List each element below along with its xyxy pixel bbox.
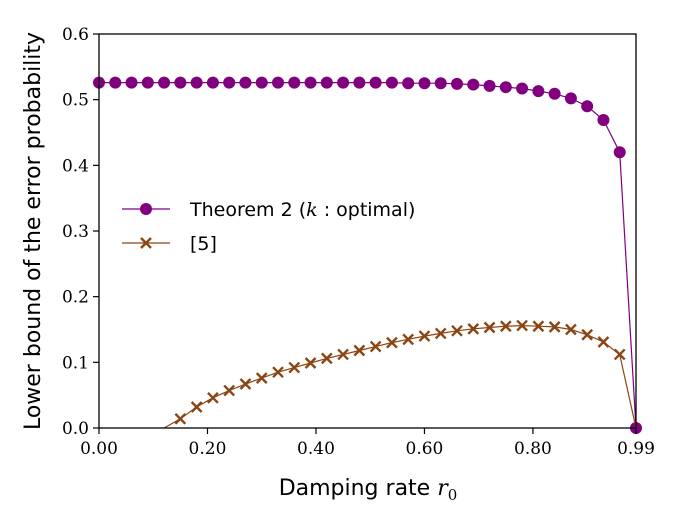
x-axis-label-sub: 0 xyxy=(448,486,458,504)
y-tick-label: 0.6 xyxy=(62,25,89,45)
data-point xyxy=(272,366,284,379)
data-point xyxy=(385,76,398,89)
data-point xyxy=(125,76,138,89)
x-tick-label: 0.00 xyxy=(80,439,118,459)
data-point xyxy=(337,348,349,361)
data-point xyxy=(288,361,301,374)
legend-label-ref5: [5] xyxy=(190,233,217,255)
series-layer xyxy=(93,76,642,434)
data-point xyxy=(337,76,350,89)
data-point xyxy=(320,76,333,89)
legend-label-theorem2-var: k xyxy=(306,199,318,221)
data-point xyxy=(483,321,496,334)
series-line-0 xyxy=(99,81,637,429)
data-point xyxy=(565,323,577,336)
data-point xyxy=(434,77,447,90)
y-tick-label: 0.5 xyxy=(62,91,89,111)
x-axis-label-text: Damping rate xyxy=(279,476,431,501)
x-tick-label: 0.80 xyxy=(514,439,552,459)
data-point xyxy=(239,76,252,89)
data-point xyxy=(402,77,415,90)
data-point xyxy=(451,77,463,90)
data-point xyxy=(190,76,203,89)
data-point xyxy=(548,87,561,100)
ticks-layer: 0.00 0.20 0.40 0.60 0.80 0.99 0.0 0.1 0.2 0.3 0.4 0… xyxy=(62,25,655,459)
data-point xyxy=(386,336,398,349)
data-point xyxy=(174,412,187,425)
series-line-1 xyxy=(163,324,637,429)
y-tick-label: 0.3 xyxy=(62,222,89,242)
data-point xyxy=(109,76,122,89)
x-tick-label: 0.20 xyxy=(189,439,227,459)
x-tick-label: 0.60 xyxy=(406,439,444,459)
x-tick-label: 0.40 xyxy=(297,439,335,459)
data-point xyxy=(597,114,610,127)
data-point xyxy=(402,333,415,346)
data-point xyxy=(483,79,496,92)
data-point xyxy=(304,76,317,89)
legend-marker-theorem2 xyxy=(140,203,152,215)
data-point xyxy=(613,146,626,159)
data-point xyxy=(516,82,529,95)
data-point xyxy=(288,76,301,89)
data-point xyxy=(272,76,284,89)
y-tick-label: 0.2 xyxy=(62,288,89,308)
y-tick-label: 0.1 xyxy=(62,353,89,373)
data-point xyxy=(369,340,382,353)
data-point xyxy=(548,321,561,333)
y-axis-label: Lower bound of the error probability xyxy=(21,32,46,430)
y-tick-label: 0.0 xyxy=(62,419,89,439)
data-point xyxy=(434,327,447,340)
data-point xyxy=(532,85,545,98)
data-point xyxy=(499,81,512,94)
x-tick-label: 0.99 xyxy=(617,439,655,459)
data-point xyxy=(369,76,382,89)
data-point xyxy=(353,76,366,89)
data-point xyxy=(223,76,236,89)
data-point xyxy=(207,391,219,404)
data-point xyxy=(158,76,171,89)
data-point xyxy=(451,324,463,337)
legend: Theorem 2 (k : optimal) [5] xyxy=(122,199,415,255)
data-point xyxy=(581,328,594,341)
data-point xyxy=(255,372,268,384)
data-point xyxy=(467,78,480,91)
x-axis-label-var: r xyxy=(437,476,449,501)
data-point xyxy=(320,352,333,365)
data-point xyxy=(418,77,431,90)
legend-label-theorem2: Theorem 2 (k : optimal) xyxy=(189,199,415,221)
data-point xyxy=(206,76,219,89)
data-point xyxy=(141,76,154,89)
legend-label-theorem2-prefix: Theorem 2 ( xyxy=(189,199,306,221)
data-point xyxy=(174,76,187,89)
x-axis-label: Damping rate r0 xyxy=(279,476,458,504)
y-tick-label: 0.4 xyxy=(62,156,89,176)
data-point xyxy=(597,336,610,348)
legend-marker-ref5 xyxy=(140,237,152,249)
data-point xyxy=(581,100,594,113)
data-point xyxy=(223,384,236,397)
data-point xyxy=(239,378,252,390)
data-point xyxy=(467,322,480,335)
data-point xyxy=(255,76,268,89)
data-point xyxy=(516,319,528,332)
data-point xyxy=(613,348,626,361)
data-point xyxy=(499,320,512,333)
data-point xyxy=(304,357,317,369)
data-point xyxy=(564,92,577,105)
data-point xyxy=(190,401,203,413)
data-point xyxy=(353,344,366,357)
legend-label-theorem2-suffix: : optimal) xyxy=(318,199,416,221)
data-point xyxy=(418,330,431,342)
data-point xyxy=(532,320,545,333)
